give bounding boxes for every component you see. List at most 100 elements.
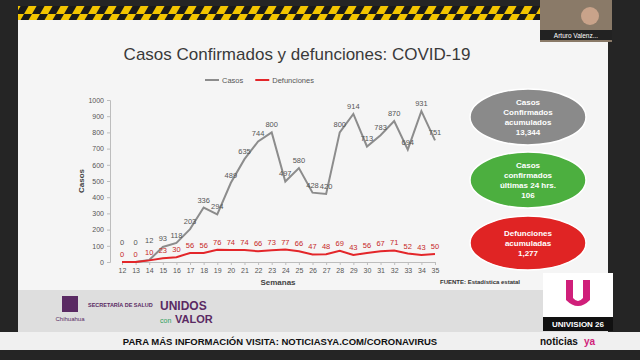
data-label: 870 [388, 109, 401, 118]
x-tick-mark [408, 262, 409, 265]
y-tick-label: 200 [92, 226, 104, 233]
x-tick-mark [285, 262, 286, 265]
data-label: 56 [186, 241, 194, 250]
y-tick: 900 [92, 113, 110, 120]
y-tick-mark [107, 100, 110, 101]
state-emblem [62, 296, 78, 312]
banner-text: PARA MÁS INFORMACIÓN VISITA: NOTICIASYA.… [123, 336, 437, 347]
data-labels: 0012931182033362944896357448004975804284… [120, 99, 441, 259]
brand-text: ya [584, 336, 596, 347]
legend-swatch [205, 79, 219, 81]
data-label: 23 [159, 246, 167, 255]
x-tick-mark [367, 262, 368, 265]
legend: CasosDefunciones [205, 76, 314, 85]
x-tick: 30 [364, 262, 372, 274]
x-tick-label: 33 [404, 267, 412, 274]
x-tick-label: 34 [418, 267, 426, 274]
data-label: 428 [306, 181, 319, 190]
y-tick: 100 [92, 243, 110, 250]
y-tick-label: 100 [92, 243, 104, 250]
y-tick: 400 [92, 194, 110, 201]
x-tick: 32 [391, 262, 399, 274]
x-tick-label: 17 [187, 267, 195, 274]
x-tick-label: 15 [159, 267, 167, 274]
data-label: 66 [254, 239, 262, 248]
x-tick-mark [204, 262, 205, 265]
x-tick: 20 [227, 262, 235, 274]
data-label: 800 [265, 120, 278, 129]
x-tick-label: 25 [296, 267, 304, 274]
series-line [122, 111, 435, 262]
data-label: 0 [134, 250, 138, 259]
x-tick-mark [258, 262, 259, 265]
y-tick: 0 [100, 259, 110, 266]
y-axis: 01002003004005006007008009001000 [88, 97, 110, 266]
x-tick-mark [272, 262, 273, 265]
brand-text: noticias [540, 336, 578, 347]
x-tick: 12 [119, 262, 127, 274]
x-tick-mark [340, 262, 341, 265]
x-tick: 29 [350, 262, 358, 274]
x-tick-mark [149, 262, 150, 265]
y-tick-label: 400 [92, 194, 104, 201]
data-label: 713 [361, 134, 374, 143]
data-label: 783 [374, 123, 387, 132]
data-label: 30 [172, 245, 180, 254]
y-tick-label: 500 [92, 178, 104, 185]
y-tick-label: 700 [92, 145, 104, 152]
x-tick: 19 [214, 262, 222, 274]
x-tick-mark [326, 262, 327, 265]
source-note: FUENTE: Estadística estatal [440, 279, 520, 285]
x-tick-label: 22 [255, 267, 263, 274]
y-tick-label: 900 [92, 113, 104, 120]
x-tick: 22 [255, 262, 263, 274]
stat-text: 13,344 [516, 128, 541, 137]
data-label: 67 [376, 239, 384, 248]
y-tick: 1000 [88, 97, 110, 104]
data-label: 0 [134, 238, 138, 247]
x-tick: 27 [323, 262, 331, 274]
channel-name: UNIVISION 26 [552, 320, 605, 329]
stat-text: últimas 24 hrs. [500, 181, 556, 190]
data-label: 74 [227, 238, 235, 247]
x-tick: 14 [146, 262, 154, 274]
y-tick-mark [107, 213, 110, 214]
state-logo-text: Chihuahua [55, 316, 85, 322]
data-label: 43 [349, 243, 357, 252]
legend-label: Defunciones [272, 76, 314, 85]
data-label: 93 [159, 234, 167, 243]
stat-text: Casos [516, 161, 541, 170]
x-tick: 26 [309, 262, 317, 274]
data-label: 914 [347, 102, 360, 111]
data-label: 43 [417, 243, 425, 252]
data-label: 66 [295, 239, 303, 248]
x-tick-label: 12 [119, 267, 127, 274]
x-tick-label: 20 [227, 267, 235, 274]
x-tick: 15 [159, 262, 167, 274]
x-tick-mark [244, 262, 245, 265]
stat-text: acumulados [505, 118, 552, 127]
data-label: 580 [293, 156, 306, 165]
plot-area [122, 111, 435, 262]
x-tick-label: 14 [146, 267, 154, 274]
y-tick: 500 [92, 178, 110, 185]
data-label: 800 [333, 120, 346, 129]
stat-text: Casos [516, 98, 541, 107]
x-tick: 33 [404, 262, 412, 274]
x-axis-line [123, 263, 436, 266]
x-tick-label: 16 [173, 267, 181, 274]
y-tick: 600 [92, 162, 110, 169]
x-tick: 18 [200, 262, 208, 274]
x-tick: 16 [173, 262, 181, 274]
y-tick-mark [107, 165, 110, 166]
x-tick-label: 27 [323, 267, 331, 274]
data-label: 931 [415, 99, 428, 108]
stat-text: Defunciones [504, 229, 553, 238]
x-tick: 31 [377, 262, 385, 274]
warning-tape [18, 6, 608, 20]
data-label: 744 [252, 129, 265, 138]
presenter-head [581, 7, 599, 25]
data-label: 69 [336, 239, 344, 248]
x-tick-label: 26 [309, 267, 317, 274]
data-label: 52 [404, 242, 412, 251]
